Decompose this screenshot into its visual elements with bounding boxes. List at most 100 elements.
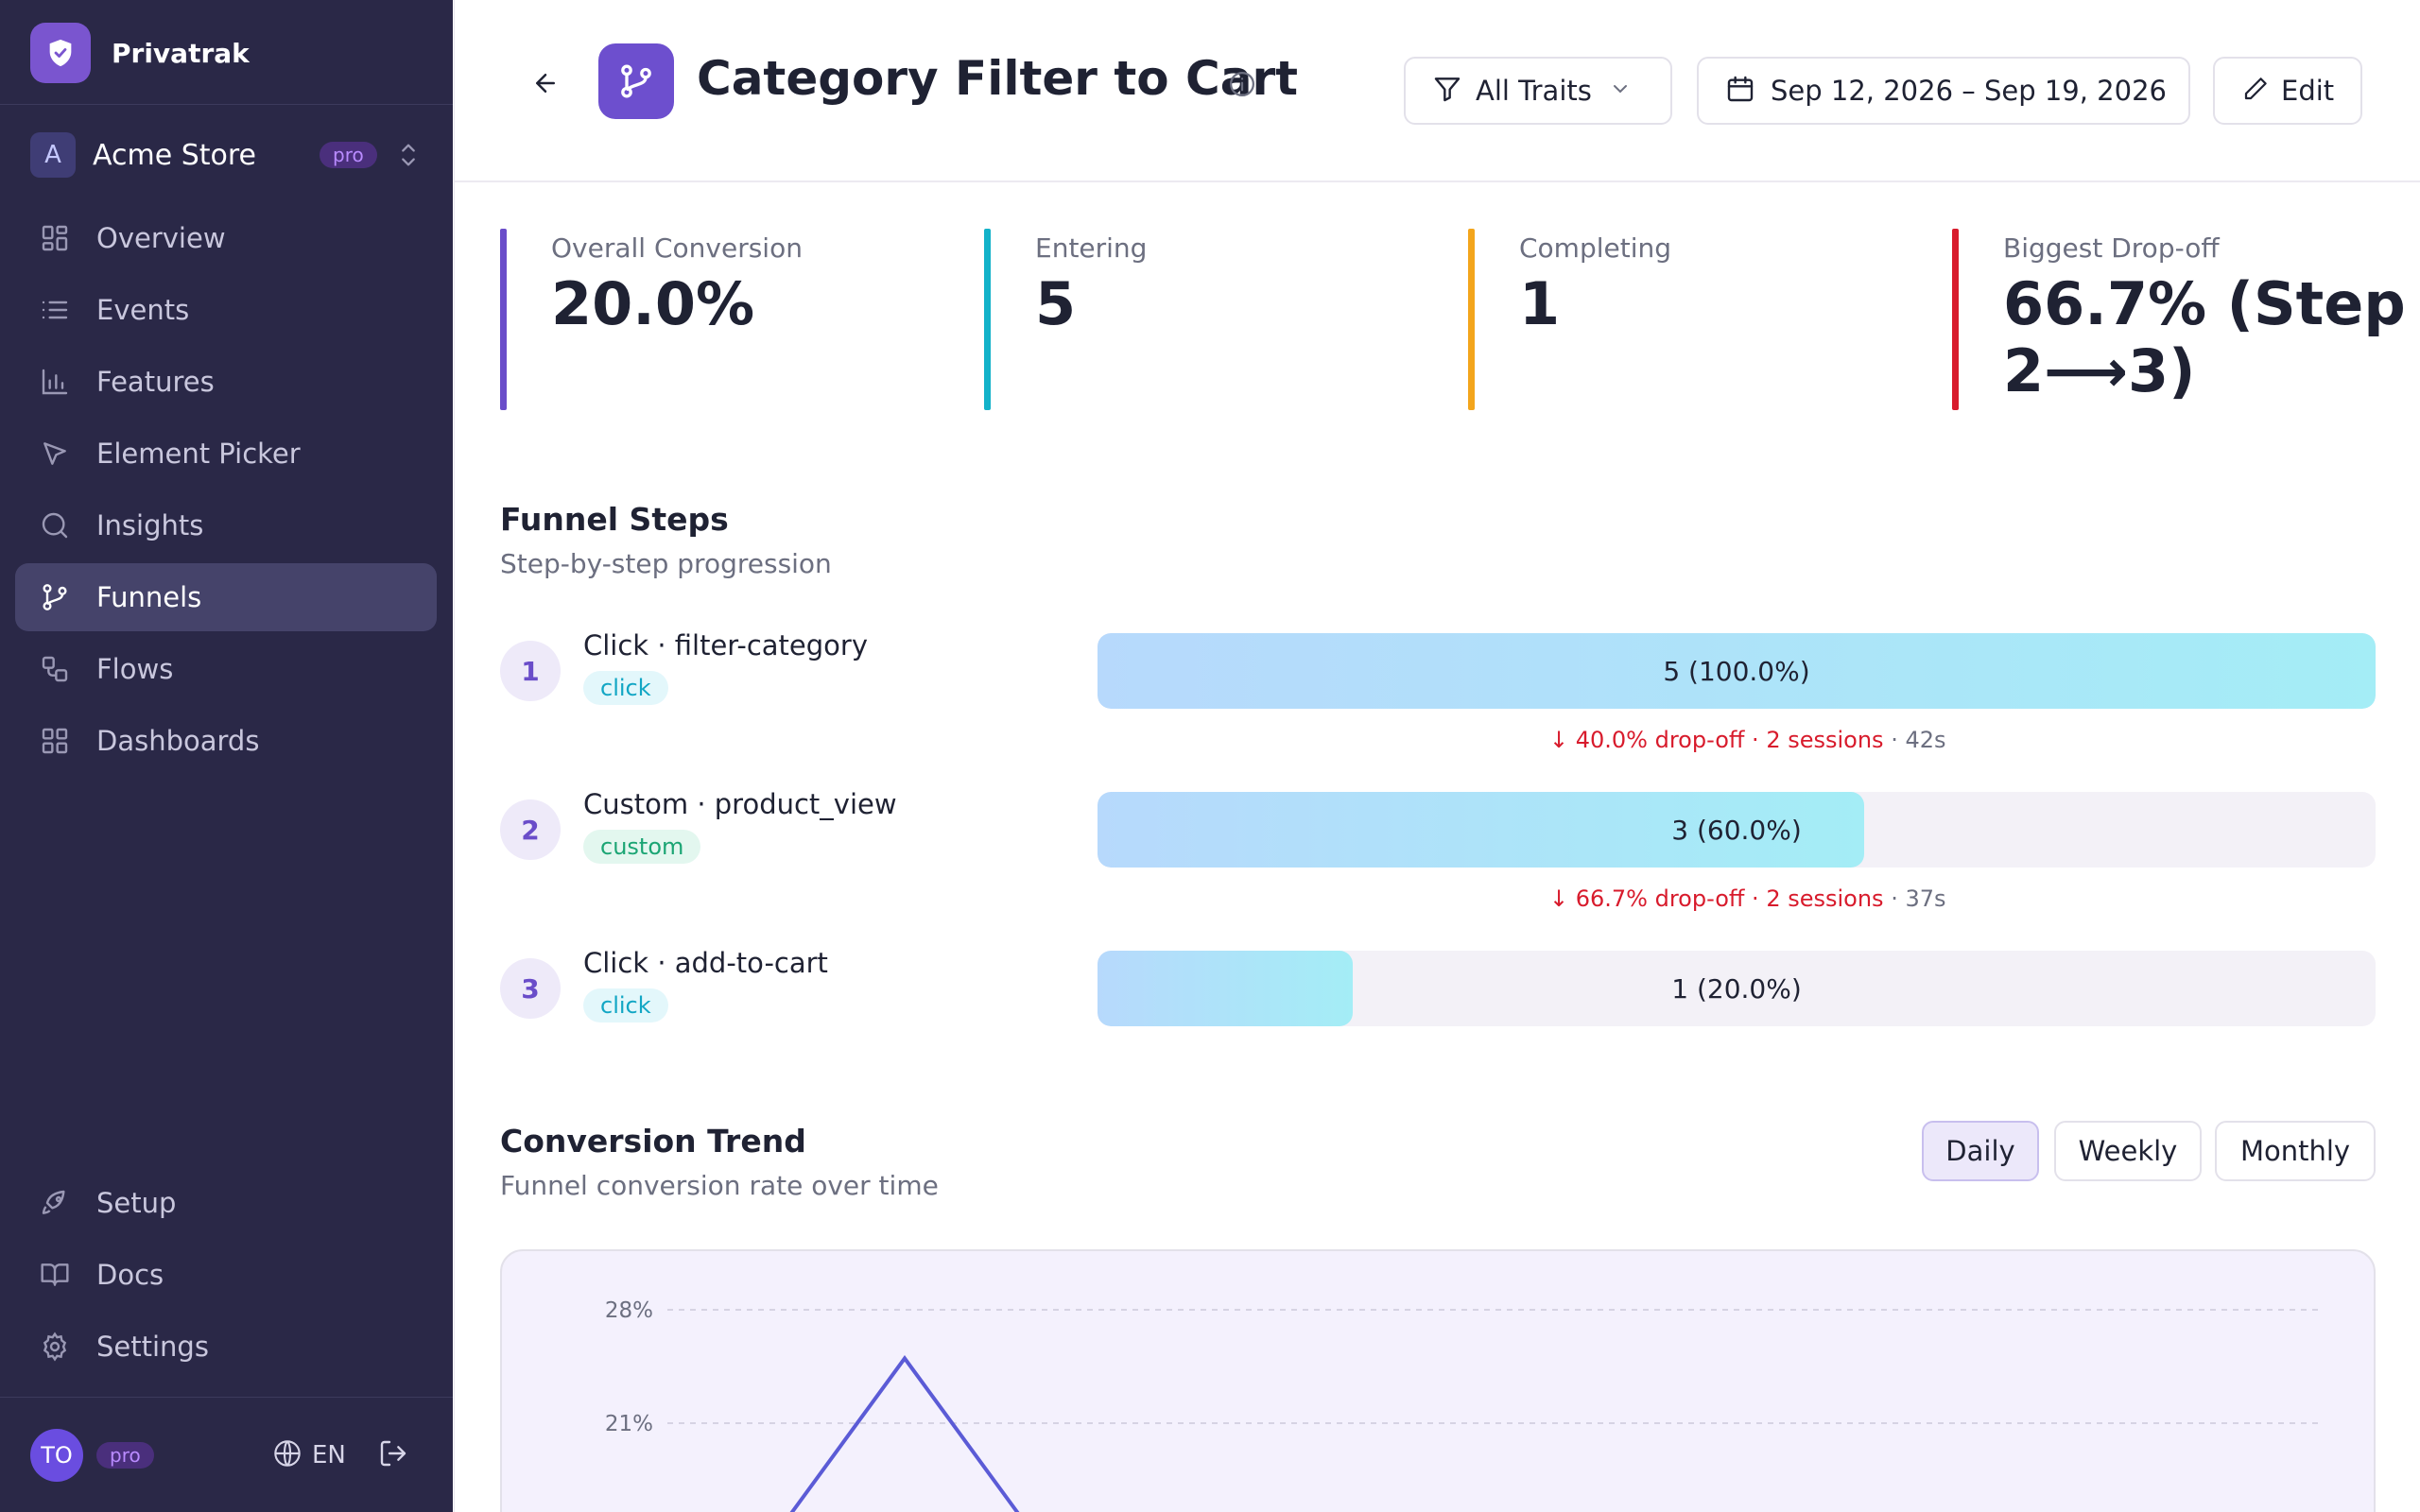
- calendar-icon: [1725, 74, 1755, 108]
- step-bar-track[interactable]: 3 (60.0%): [1098, 792, 2376, 868]
- gear-icon: [38, 1330, 72, 1364]
- step-bar-fill: [1098, 951, 1353, 1026]
- step-bar-track[interactable]: 5 (100.0%): [1098, 633, 2376, 709]
- chevrons-up-down-icon: [395, 140, 422, 174]
- page-title: Category Filter to Cart: [697, 51, 1299, 106]
- step-tag: custom: [583, 830, 701, 864]
- step-bar-fill: [1098, 633, 2376, 709]
- sidebar-item-element-picker[interactable]: Element Picker: [15, 420, 437, 488]
- conversion-trend-chart: 28% 21%: [500, 1249, 2376, 1512]
- info-icon[interactable]: [1228, 70, 1256, 102]
- workspace-switcher[interactable]: A Acme Store pro: [30, 132, 427, 178]
- sidebar: Privatrak A Acme Store pro Overview Even…: [0, 0, 453, 1512]
- sidebar-item-insights[interactable]: Insights: [15, 491, 437, 559]
- kpi-accent-bar: [1468, 229, 1475, 410]
- language-label: EN: [312, 1441, 346, 1469]
- edit-button[interactable]: Edit: [2213, 57, 2362, 125]
- dropoff-time: · 37s: [1883, 885, 1946, 912]
- cursor-icon: [38, 437, 72, 471]
- main-content: Category Filter to Cart All Traits Sep 1…: [454, 0, 2420, 1512]
- sidebar-item-label: Element Picker: [96, 438, 301, 470]
- kpi-value-line: 66.7% (Step: [2003, 269, 2406, 338]
- y-tick-label: 28%: [605, 1298, 653, 1323]
- sidebar-item-label: Settings: [96, 1331, 209, 1363]
- sidebar-item-dashboards[interactable]: Dashboards: [15, 707, 437, 775]
- list-icon: [38, 293, 72, 327]
- sidebar-item-events[interactable]: Events: [15, 276, 437, 344]
- kpi-value: 66.7% (Step 2⟶3): [2003, 269, 2406, 404]
- step-number: 3: [500, 958, 561, 1019]
- brand-name: Privatrak: [112, 37, 250, 69]
- workspace-name: Acme Store: [93, 138, 256, 172]
- step-name: Custom · product_view: [583, 788, 897, 820]
- sidebar-item-settings[interactable]: Settings: [15, 1313, 437, 1381]
- traits-filter-dropdown[interactable]: All Traits: [1404, 57, 1672, 125]
- period-daily-button[interactable]: Daily: [1922, 1121, 2039, 1181]
- sidebar-item-label: Features: [96, 366, 215, 398]
- sidebar-item-features[interactable]: Features: [15, 348, 437, 416]
- sidebar-item-label: Flows: [96, 653, 174, 685]
- kpi-value: 20.0%: [551, 269, 755, 338]
- period-monthly-button[interactable]: Monthly: [2215, 1121, 2376, 1181]
- step-number: 2: [500, 799, 561, 860]
- language-switcher[interactable]: EN: [272, 1438, 346, 1472]
- sidebar-item-label: Overview: [96, 222, 226, 254]
- sidebar-item-label: Insights: [96, 509, 204, 541]
- date-range-picker[interactable]: Sep 12, 2026 – Sep 19, 2026: [1697, 57, 2190, 125]
- sidebar-item-flows[interactable]: Flows: [15, 635, 437, 703]
- kpi-label: Entering: [1035, 232, 1148, 264]
- user-avatar[interactable]: TO: [30, 1429, 83, 1482]
- sidebar-item-label: Events: [96, 294, 190, 326]
- trend-series-line[interactable]: [774, 1355, 1035, 1512]
- step-bar-label: 3 (60.0%): [1671, 814, 1802, 846]
- bar-chart-icon: [38, 365, 72, 399]
- kpi-completing: Completing 1: [1468, 229, 1922, 410]
- dropoff-time: · 42s: [1883, 727, 1946, 753]
- date-range-label: Sep 12, 2026 – Sep 19, 2026: [1771, 75, 2167, 107]
- kpi-label: Completing: [1519, 232, 1672, 264]
- kpi-entering: Entering 5: [984, 229, 1438, 410]
- funnel-step: 2 Custom · product_view custom 3 (60.0%): [500, 788, 2391, 868]
- step-bar-label: 1 (20.0%): [1671, 972, 1802, 1005]
- workspace-avatar: A: [30, 132, 76, 178]
- logout-icon[interactable]: [378, 1438, 408, 1472]
- rocket-icon: [38, 1186, 72, 1220]
- sidebar-item-setup[interactable]: Setup: [15, 1169, 437, 1237]
- sidebar-item-label: Setup: [96, 1187, 177, 1219]
- funnel-step: 3 Click · add-to-cart click 1 (20.0%): [500, 947, 2391, 1026]
- sidebar-item-overview[interactable]: Overview: [15, 204, 437, 272]
- grid-icon: [38, 221, 72, 255]
- workspace-plan-badge: pro: [320, 142, 377, 168]
- back-arrow-icon[interactable]: [527, 64, 564, 102]
- kpi-accent-bar: [1952, 229, 1959, 410]
- shield-logo-icon: [30, 23, 91, 83]
- conversion-trend-subtitle: Funnel conversion rate over time: [500, 1170, 939, 1201]
- step-dropoff: ↓ 40.0% drop-off · 2 sessions · 42s: [1549, 727, 1946, 753]
- chevron-down-icon: [1609, 77, 1632, 104]
- y-tick-label: 21%: [605, 1412, 653, 1436]
- dropoff-rate: ↓ 66.7% drop-off · 2 sessions: [1549, 885, 1884, 912]
- brand[interactable]: Privatrak: [30, 23, 250, 83]
- sidebar-divider: [0, 104, 453, 105]
- conversion-trend-title: Conversion Trend: [500, 1123, 806, 1160]
- kpi-overall-conversion: Overall Conversion 20.0%: [500, 229, 954, 410]
- step-name: Click · add-to-cart: [583, 947, 828, 979]
- pencil-icon: [2241, 75, 2270, 107]
- sidebar-item-funnels[interactable]: Funnels: [15, 563, 437, 631]
- sidebar-item-docs[interactable]: Docs: [15, 1241, 437, 1309]
- funnel-icon: [598, 43, 674, 119]
- dropoff-rate: ↓ 40.0% drop-off · 2 sessions: [1549, 727, 1884, 753]
- kpi-value: 1: [1519, 269, 1561, 338]
- sidebar-item-label: Funnels: [96, 581, 202, 613]
- flow-icon: [38, 652, 72, 686]
- page-header: Category Filter to Cart All Traits Sep 1…: [455, 0, 2420, 182]
- kpi-label: Biggest Drop-off: [2003, 232, 2220, 264]
- step-bar-fill: [1098, 792, 1864, 868]
- step-bar-track[interactable]: 1 (20.0%): [1098, 951, 2376, 1026]
- step-name: Click · filter-category: [583, 629, 868, 662]
- kpi-biggest-dropoff: Biggest Drop-off 66.7% (Step 2⟶3): [1952, 229, 2406, 410]
- sidebar-item-label: Docs: [96, 1259, 164, 1291]
- period-weekly-button[interactable]: Weekly: [2054, 1121, 2202, 1181]
- book-icon: [38, 1258, 72, 1292]
- kpi-value: 5: [1035, 269, 1077, 338]
